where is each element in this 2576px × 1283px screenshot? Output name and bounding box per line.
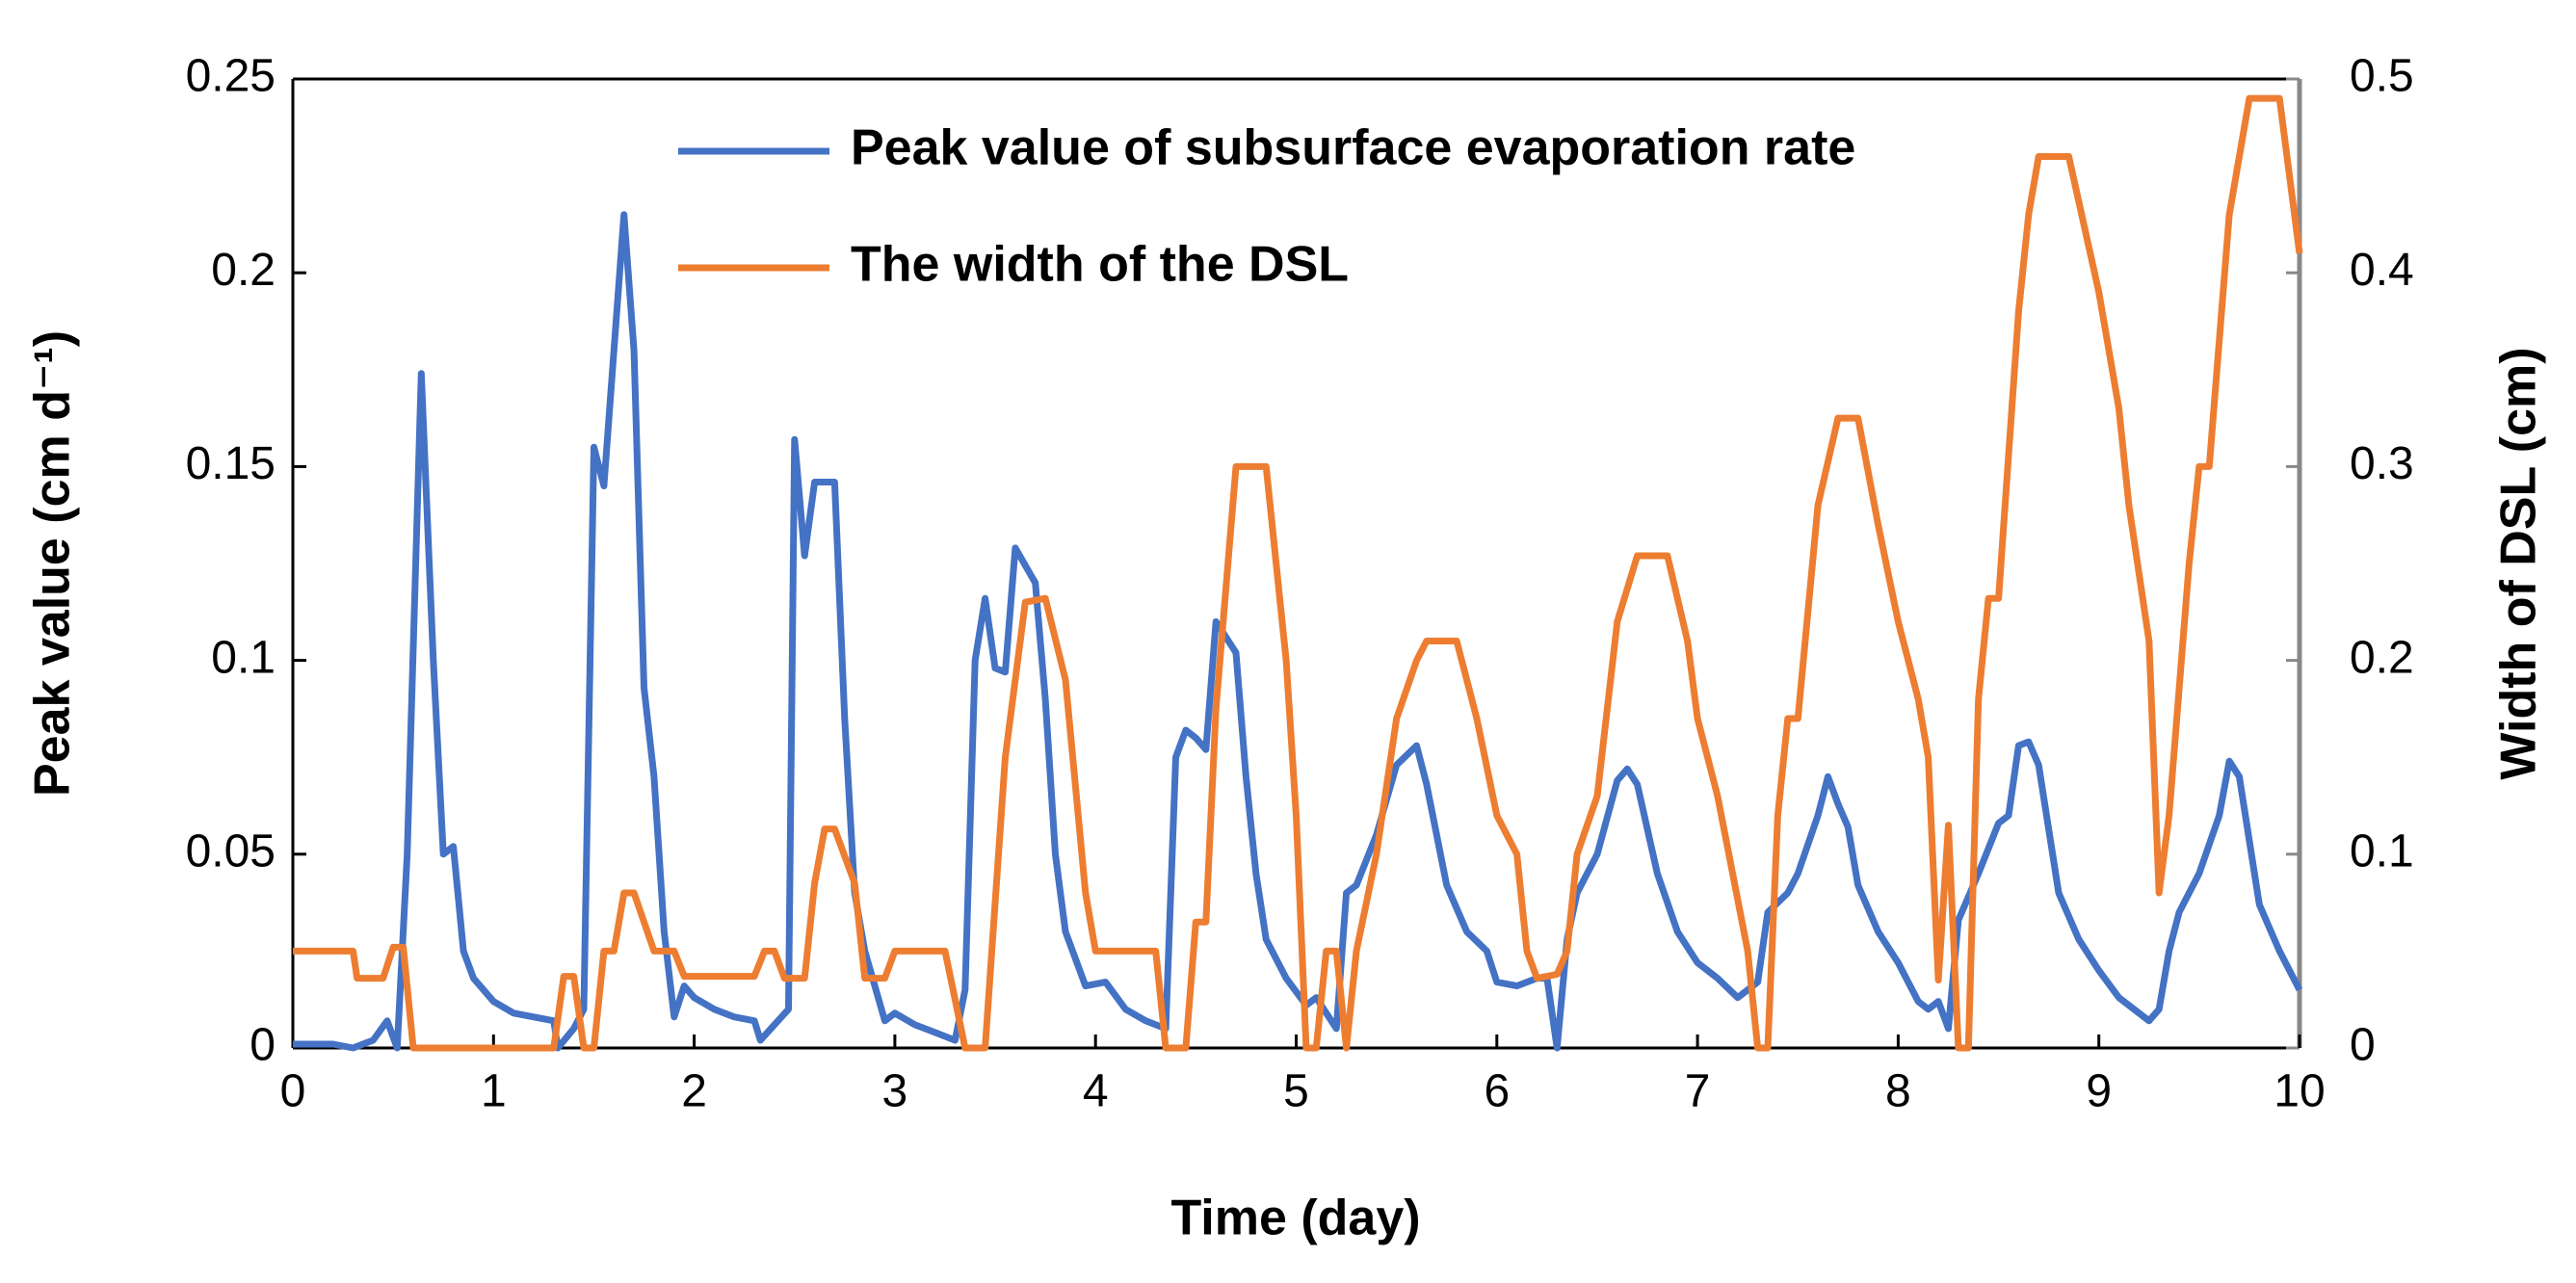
y-tick-label: 0.2 [211,245,276,296]
y2-tick-label: 0.1 [2350,825,2414,877]
y2-tick-label: 0 [2350,1020,2376,1071]
x-tick-label: 0 [280,1066,306,1117]
y2-tick-label: 0.5 [2350,51,2414,102]
y2-axis-title: Width of DSL (cm) [2491,347,2547,779]
x-tick-label: 8 [1885,1066,1911,1117]
x-tick-label: 7 [1685,1066,1711,1117]
x-tick-label: 2 [681,1066,707,1117]
x-tick-label: 1 [481,1066,507,1117]
y-tick-label: 0.05 [186,825,276,877]
x-tick-label: 3 [882,1066,908,1117]
x-tick-label: 5 [1283,1066,1309,1117]
y-tick-label: 0.1 [211,632,276,683]
legend-label: Peak value of subsurface evaporation rat… [851,120,1855,176]
data-line [293,94,2303,1052]
y2-tick-label: 0.3 [2350,438,2414,489]
y-axis-title: Peak value (cm d⁻¹) [25,330,81,797]
y2-tick-label: 0.4 [2350,245,2414,296]
data-line [293,211,2303,1052]
y-tick-label: 0.15 [186,438,276,489]
y-tick-label: 0.25 [186,51,276,102]
y-tick-label: 0 [250,1020,276,1071]
x-tick-label: 9 [2086,1066,2112,1117]
y2-tick-label: 0.2 [2350,632,2414,683]
x-tick-label: 4 [1083,1066,1109,1117]
x-tick-label: 6 [1484,1066,1510,1117]
x-tick-label: 10 [2274,1066,2325,1117]
x-axis-title: Time (day) [1170,1191,1420,1246]
legend-label: The width of the DSL [851,237,1349,293]
